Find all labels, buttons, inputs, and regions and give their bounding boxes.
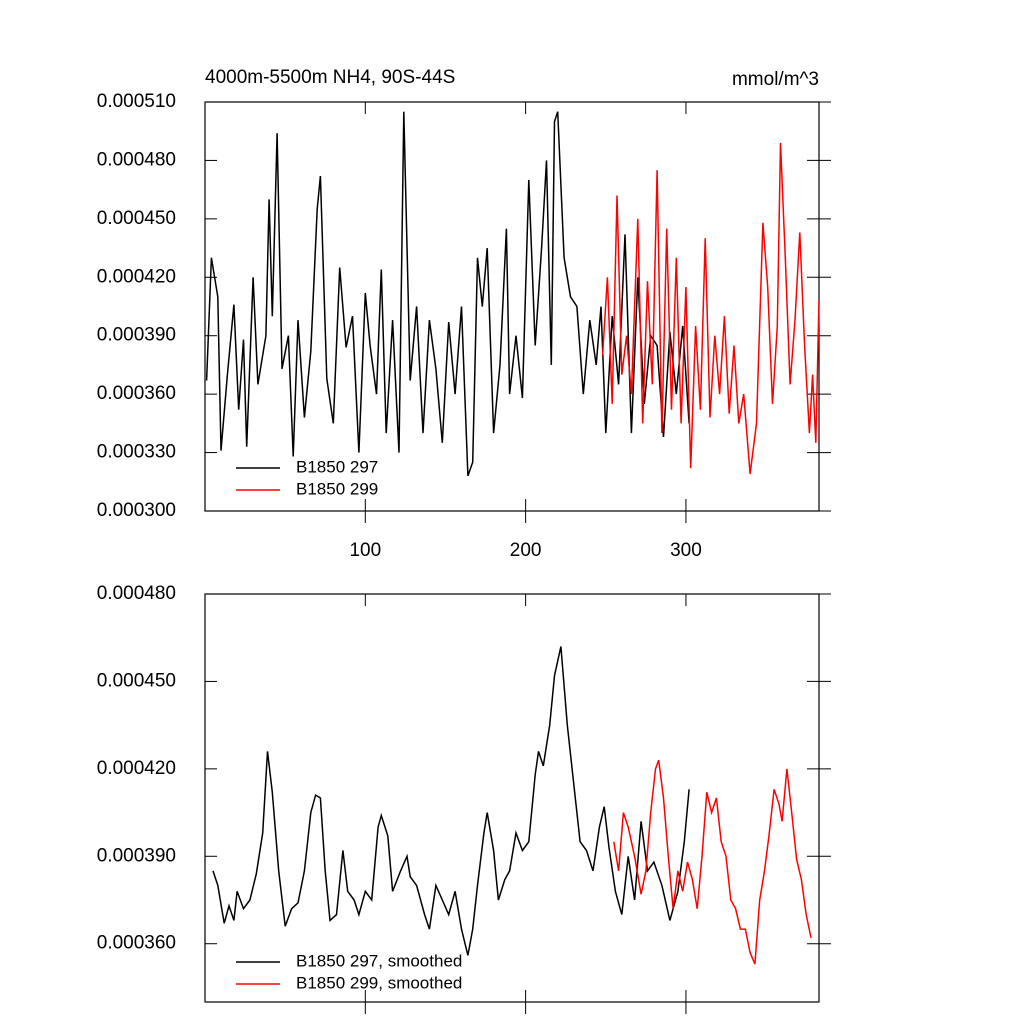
legend-label: B1850 297, smoothed [296,951,462,970]
plot-frame [204,593,820,1003]
series-line [205,111,690,477]
y-tick-label: 0.000450 [97,208,176,229]
y-tick-label: 0.000420 [97,758,176,779]
x-tick-label: 100 [349,540,381,561]
legend-label: B1850 297 [296,457,378,476]
x-tick-label: 200 [510,540,542,561]
x-tick-label: 300 [670,540,702,561]
y-tick-label: 0.000420 [97,266,176,287]
units-label: mmol/m^3 [732,69,819,90]
legend-label: B1850 299 [296,479,378,498]
y-tick-label: 0.000510 [97,91,176,112]
y-tick-label: 0.000300 [97,500,176,521]
chart-title: 4000m-5500m NH4, 90S-44S [205,67,455,88]
y-tick-label: 0.000360 [97,383,176,404]
y-tick-label: 0.000390 [97,325,176,346]
y-tick-label: 0.000480 [97,149,176,170]
series-line [601,142,820,475]
y-tick-label: 0.000390 [97,845,176,866]
y-tick-label: 0.000330 [97,442,176,463]
y-tick-label: 0.000360 [97,933,176,954]
series-line [613,759,812,965]
legend-label: B1850 299, smoothed [296,973,462,992]
y-tick-label: 0.000450 [97,670,176,691]
series-line [212,646,690,956]
plot-frame [204,101,820,512]
y-tick-label: 0.000480 [97,583,176,604]
